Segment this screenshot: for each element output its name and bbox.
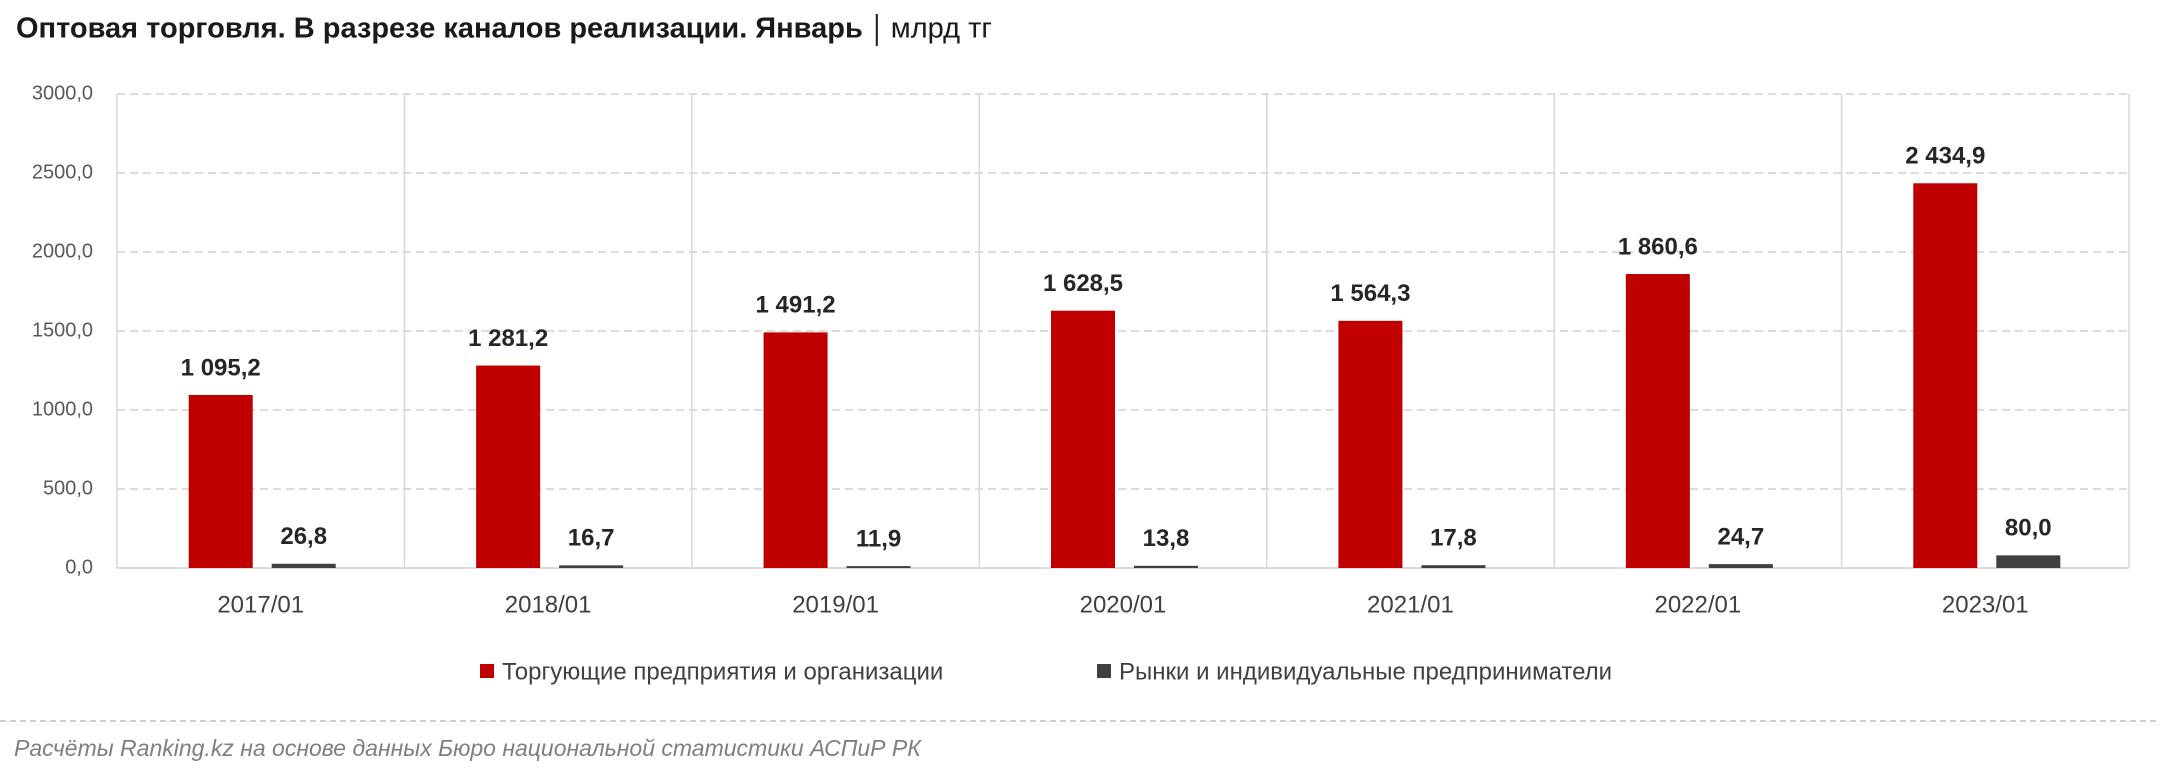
y-tick-label: 2000,0 — [32, 240, 93, 262]
value-label: 80,0 — [2005, 515, 2052, 542]
x-tick-label: 2022/01 — [1654, 591, 1741, 618]
x-tick-label: 2023/01 — [1942, 591, 2029, 618]
bar — [476, 365, 541, 568]
x-tick-label: 2019/01 — [792, 591, 879, 618]
chart-title: Оптовая торговля. В разрезе каналов реал… — [16, 13, 863, 45]
value-label: 2 434,9 — [1905, 143, 1985, 170]
bar — [1625, 274, 1690, 568]
bar — [188, 394, 253, 568]
bar — [1913, 183, 1978, 568]
x-tick-label: 2020/01 — [1080, 591, 1167, 618]
y-tick-label: 1000,0 — [32, 398, 93, 420]
bar — [1051, 310, 1115, 568]
bar — [1996, 555, 2061, 568]
bar — [1134, 565, 1198, 568]
bar — [1338, 320, 1403, 568]
bar — [559, 565, 624, 568]
bar — [846, 566, 911, 568]
value-label: 1 564,3 — [1330, 280, 1410, 307]
bar — [763, 332, 828, 568]
legend-label: Рынки и индивидуальные предприниматели — [1119, 658, 1612, 685]
value-label: 1 491,2 — [756, 292, 836, 319]
legend-swatch — [1097, 664, 1111, 678]
chart-units: млрд тг — [891, 13, 992, 45]
bar — [1421, 565, 1486, 568]
x-tick-label: 2017/01 — [217, 591, 304, 618]
source-note: Расчёты Ranking.kz на основе данных Бюро… — [14, 735, 922, 761]
value-label: 1 628,5 — [1043, 270, 1123, 297]
value-label: 11,9 — [856, 525, 901, 552]
y-tick-label: 1500,0 — [32, 319, 93, 341]
x-tick-label: 2021/01 — [1367, 591, 1454, 618]
y-tick-label: 2500,0 — [32, 161, 93, 183]
legend-swatch — [480, 664, 494, 678]
x-tick-label: 2018/01 — [505, 591, 592, 618]
value-label: 24,7 — [1717, 523, 1764, 550]
value-label: 1 281,2 — [468, 325, 548, 352]
y-tick-label: 0,0 — [65, 556, 93, 578]
bar — [271, 563, 336, 568]
value-label: 16,7 — [568, 525, 615, 552]
value-label: 17,8 — [1430, 525, 1477, 552]
bar — [1708, 564, 1773, 568]
value-label: 1 860,6 — [1618, 233, 1698, 260]
value-label: 1 095,2 — [181, 354, 261, 381]
value-label: 26,8 — [280, 523, 327, 550]
value-label: 13,8 — [1143, 525, 1190, 552]
y-tick-label: 3000,0 — [32, 82, 93, 104]
legend-label: Торгующие предприятия и организации — [502, 658, 943, 685]
y-tick-label: 500,0 — [43, 477, 93, 499]
